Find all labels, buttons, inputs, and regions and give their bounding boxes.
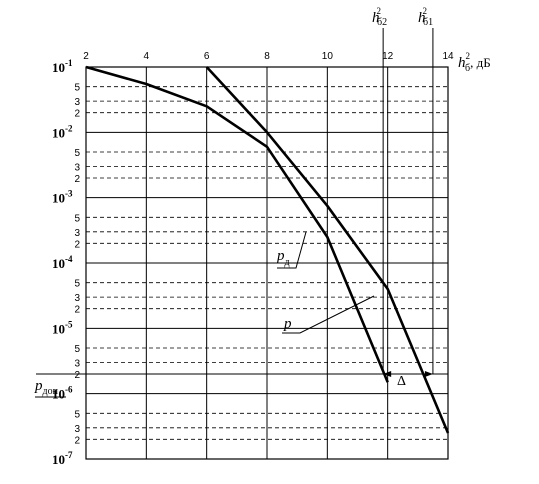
x-tick-label: 8: [264, 51, 270, 62]
x-axis-label: h2 б, дБ: [458, 51, 491, 74]
p-dop-label: pдоп: [34, 378, 59, 397]
y-decade-label: 10-7: [52, 450, 73, 467]
x-tick-labels: 2 4 6 8 10 12 14: [83, 51, 454, 62]
series-label-pd: pд: [276, 248, 290, 268]
y-decade-label: 10-5: [52, 319, 73, 336]
x-tick-label: 10: [322, 51, 334, 62]
grid: [86, 67, 448, 459]
y-minor-label: 3: [74, 358, 80, 369]
y-decade-label: 10-3: [52, 189, 73, 206]
y-minor-label: 3: [74, 97, 80, 108]
y-minor-label: 2: [74, 435, 80, 446]
y-minor-label: 2: [74, 174, 80, 185]
x-tick-label: 12: [382, 51, 394, 62]
y-minor-label: 5: [74, 409, 80, 420]
x-tick-label: 14: [442, 51, 454, 62]
delta-label: Δ: [397, 374, 406, 389]
y-minor-label: 3: [74, 424, 80, 435]
y-minor-label: 2: [74, 370, 80, 381]
x-tick-label: 2: [83, 51, 89, 62]
y-decade-label: 10-1: [52, 58, 73, 75]
h-b2-label: h2 б2: [372, 6, 387, 28]
x-tick-label: 6: [204, 51, 210, 62]
y-minor-label: 5: [74, 83, 80, 94]
y-minor-label: 3: [74, 293, 80, 304]
y-minor-label: 5: [74, 148, 80, 159]
y-minor-label: 2: [74, 305, 80, 316]
y-tick-labels: 10-110-223510-323510-423510-523510-62351…: [52, 58, 80, 467]
y-minor-label: 5: [74, 279, 80, 290]
y-minor-label: 3: [74, 228, 80, 239]
y-minor-label: 3: [74, 162, 80, 173]
y-minor-label: 5: [74, 213, 80, 224]
delta-arrow-head-right: [425, 371, 433, 377]
y-decade-label: 10-2: [52, 123, 73, 140]
y-decade-label: 10-4: [52, 254, 73, 271]
x-tick-label: 4: [144, 51, 150, 62]
y-minor-label: 2: [74, 239, 80, 250]
y-minor-label: 2: [74, 109, 80, 120]
annotations: [35, 28, 448, 397]
h-b1-label: h2 б1: [418, 6, 433, 28]
series-label-p: p: [283, 316, 292, 332]
y-minor-label: 5: [74, 344, 80, 355]
